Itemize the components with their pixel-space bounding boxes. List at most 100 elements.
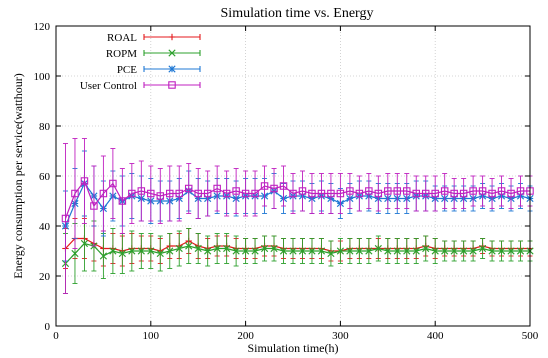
legend-marker-user-control (168, 81, 176, 89)
data-point (194, 244, 202, 253)
data-point (242, 247, 250, 255)
data-point (355, 189, 364, 198)
data-point (459, 189, 468, 198)
legend-label-user-control: User Control (80, 80, 137, 92)
x-tick-label: 500 (522, 330, 539, 342)
data-point (194, 189, 202, 198)
data-point (336, 247, 344, 255)
data-point (232, 187, 240, 195)
data-point (450, 247, 458, 255)
data-point (260, 244, 269, 253)
data-point (469, 247, 477, 255)
x-tick-label: 400 (427, 330, 444, 342)
data-point (403, 187, 411, 195)
legend-marker-roal (168, 33, 176, 41)
data-point (213, 184, 221, 193)
data-point (516, 247, 525, 255)
data-point (203, 189, 212, 198)
data-point (308, 189, 316, 198)
data-point (440, 187, 449, 195)
data-point (355, 247, 363, 255)
data-point (497, 247, 506, 255)
x-tick-label: 200 (237, 330, 254, 342)
data-point (156, 192, 165, 200)
data-point (450, 189, 458, 198)
data-point (469, 187, 477, 195)
data-point (137, 247, 145, 255)
data-point (327, 189, 335, 198)
series-line (65, 237, 530, 252)
data-point (270, 184, 278, 193)
data-point (260, 182, 269, 190)
data-point (298, 247, 307, 255)
data-point (80, 177, 89, 185)
data-point (222, 189, 231, 198)
y-tick-label: 20 (39, 271, 51, 283)
data-point (374, 244, 382, 253)
legend-label-ropm: ROPM (106, 48, 137, 60)
x-tick-label: 100 (143, 330, 160, 342)
series-line (64, 179, 530, 219)
data-point (175, 189, 183, 198)
data-point (308, 247, 316, 255)
series-user-control (61, 138, 534, 294)
data-point (431, 247, 439, 255)
data-point (80, 239, 89, 248)
data-point (137, 187, 146, 195)
legend-sample-user-control (143, 82, 201, 88)
data-point (71, 249, 79, 258)
data-point (289, 189, 297, 198)
data-point (99, 189, 108, 198)
series-ropm (61, 215, 534, 294)
y-axis-label: Energy consumption per service(watthour) (11, 73, 25, 278)
data-point (298, 187, 307, 195)
data-point (204, 247, 212, 255)
data-point (61, 214, 70, 223)
data-point (223, 244, 231, 253)
data-point (422, 244, 430, 253)
data-point (251, 189, 259, 198)
data-point (507, 247, 515, 255)
series-layer (61, 138, 534, 294)
y-tick-label: 40 (39, 221, 51, 233)
x-axis-ticks: 0 100 200 300 400 500 (53, 26, 539, 342)
data-point (507, 189, 515, 198)
data-point (497, 187, 506, 195)
y-axis-ticks: 0 20 40 60 80 100 120 (34, 21, 530, 333)
data-point (118, 249, 126, 258)
data-point (166, 189, 174, 198)
data-point (289, 247, 297, 255)
data-point (488, 189, 496, 198)
data-point (279, 247, 288, 255)
data-point (336, 189, 345, 198)
data-point (479, 244, 487, 253)
y-tick-label: 60 (39, 171, 51, 183)
data-point (346, 247, 354, 255)
data-point (403, 247, 411, 255)
data-point (147, 247, 155, 255)
data-point (128, 247, 136, 255)
data-point (365, 247, 373, 255)
data-point (441, 247, 449, 255)
data-point (431, 189, 439, 198)
data-point (279, 182, 288, 190)
legend-marker-ropm (168, 49, 176, 57)
data-point (213, 244, 221, 253)
x-tick-label: 0 (53, 330, 59, 342)
data-point (90, 202, 98, 210)
data-point (374, 189, 383, 198)
data-point (460, 247, 468, 255)
data-point (365, 187, 373, 195)
data-point (175, 244, 183, 253)
y-tick-label: 0 (45, 321, 51, 333)
data-point (327, 249, 335, 258)
y-tick-label: 120 (34, 21, 51, 33)
data-point (156, 249, 164, 258)
data-point (317, 189, 326, 198)
data-point (251, 247, 259, 255)
y-tick-label: 80 (39, 121, 51, 133)
legend-label-roal: ROAL (107, 32, 137, 44)
data-point (118, 197, 127, 205)
data-point (185, 242, 193, 250)
